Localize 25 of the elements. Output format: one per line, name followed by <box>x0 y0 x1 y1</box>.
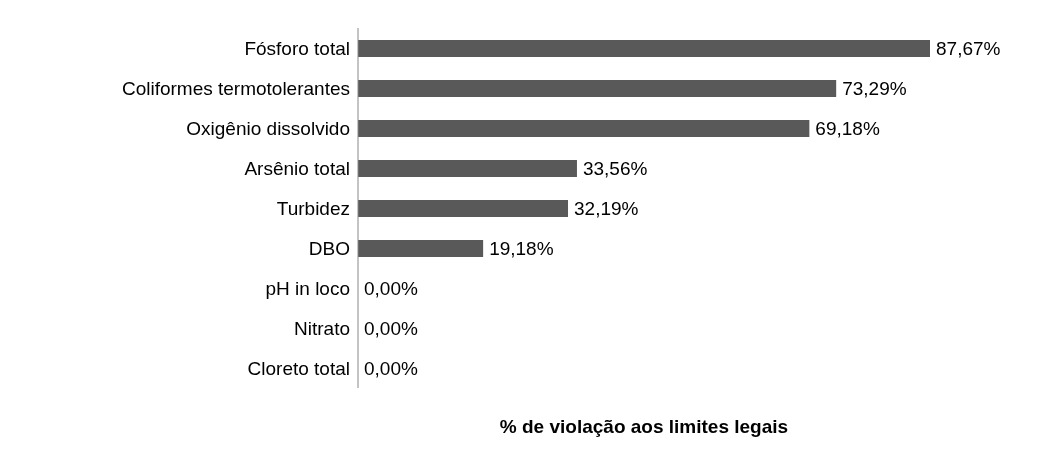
y-tick-label: Fósforo total <box>244 37 350 59</box>
y-tick-label: Cloreto total <box>247 357 350 379</box>
y-tick-label: DBO <box>308 237 350 259</box>
bar <box>358 160 577 177</box>
data-label: 87,67% <box>936 38 1001 59</box>
y-tick-label: Arsênio total <box>244 157 350 179</box>
data-label: 33,56% <box>582 158 648 179</box>
y-tick-label: Turbidez <box>276 197 350 219</box>
data-label: 0,00% <box>364 318 418 339</box>
data-label: 73,29% <box>842 78 907 99</box>
bar <box>358 120 810 137</box>
bar <box>358 200 569 217</box>
data-label: 19,18% <box>489 238 554 259</box>
data-label: 32,19% <box>574 198 639 219</box>
bar <box>358 80 837 97</box>
data-label: 0,00% <box>364 278 418 299</box>
bar <box>358 40 930 57</box>
bar <box>358 240 484 257</box>
data-label: 69,18% <box>815 118 880 139</box>
y-tick-label: Coliformes termotolerantes <box>121 77 350 99</box>
y-tick-label: pH in loco <box>265 277 350 299</box>
y-tick-label: Oxigênio dissolvido <box>186 117 350 139</box>
x-axis-title: % de violação aos limites legais <box>499 416 789 437</box>
y-tick-label: Nitrato <box>294 317 350 339</box>
data-label: 0,00% <box>364 358 418 379</box>
